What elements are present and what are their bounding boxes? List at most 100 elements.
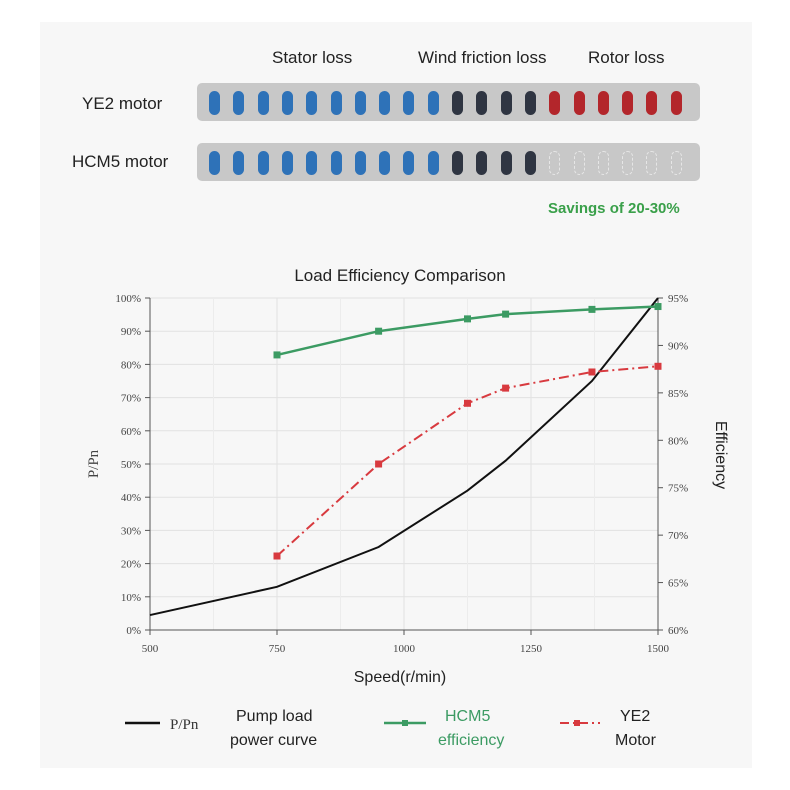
rotor-loss-unit bbox=[549, 91, 561, 115]
left-tick-label: 20% bbox=[121, 559, 141, 571]
chart-legend: P/Pn Pump load power curve HCM5 efficien… bbox=[125, 708, 657, 749]
right-tick-label: 70% bbox=[668, 530, 688, 542]
left-tick-label: 10% bbox=[121, 592, 141, 604]
ye2-motor-label: YE2 motor bbox=[82, 94, 163, 113]
right-tick-label: 60% bbox=[668, 625, 688, 637]
x-tick-label: 1500 bbox=[647, 643, 670, 655]
stator-loss-unit bbox=[281, 151, 293, 175]
stator-loss-unit bbox=[403, 151, 415, 175]
ye2-motor-point bbox=[464, 399, 471, 407]
ye2-loss-bar bbox=[197, 83, 700, 121]
stator-loss-unit bbox=[379, 151, 391, 175]
stator-loss-header: Stator loss bbox=[272, 48, 353, 67]
rotor-loss-unit bbox=[622, 91, 634, 115]
legend-pump-load-line2: power curve bbox=[230, 732, 317, 749]
wind-loss-unit bbox=[500, 91, 512, 115]
wind-loss-unit bbox=[500, 151, 512, 175]
hcm5-efficiency-point bbox=[273, 351, 281, 359]
chart-gridlines bbox=[150, 297, 659, 630]
stator-loss-unit bbox=[257, 151, 269, 175]
saved-loss-unit bbox=[549, 151, 561, 175]
legend-ye2-line2: Motor bbox=[615, 732, 657, 749]
left-tick-label: 70% bbox=[121, 393, 141, 405]
wind-loss-unit bbox=[476, 91, 488, 115]
wind-loss-unit bbox=[476, 151, 488, 175]
left-tick-label: 40% bbox=[121, 492, 141, 504]
rotor-loss-unit bbox=[646, 91, 658, 115]
left-tick-label: 0% bbox=[126, 625, 141, 637]
x-tick-label: 1000 bbox=[393, 643, 416, 655]
saved-loss-unit bbox=[670, 151, 682, 175]
left-tick-label: 50% bbox=[121, 459, 141, 471]
right-tick-label: 75% bbox=[668, 483, 688, 495]
legend-hcm5-line1: HCM5 bbox=[445, 708, 490, 725]
stator-loss-unit bbox=[306, 91, 318, 115]
stator-loss-unit bbox=[209, 151, 220, 175]
rotor-loss-unit bbox=[573, 91, 585, 115]
saved-loss-unit bbox=[622, 151, 634, 175]
x-axis-label: Speed(r/min) bbox=[354, 669, 446, 686]
wind-loss-unit bbox=[524, 91, 536, 115]
right-axis-label: Efficiency bbox=[712, 421, 729, 489]
left-tick-label: 100% bbox=[115, 293, 141, 305]
hcm5-efficiency-line bbox=[276, 305, 659, 357]
right-tick-label: 85% bbox=[668, 388, 688, 400]
stator-loss-unit bbox=[354, 91, 366, 115]
stator-loss-unit bbox=[233, 151, 245, 175]
hcm5-efficiency-point bbox=[502, 310, 510, 318]
stator-loss-unit bbox=[403, 91, 415, 115]
stator-loss-unit bbox=[281, 91, 293, 115]
ye2-motor-point bbox=[273, 552, 281, 560]
rotor-loss-unit bbox=[597, 91, 609, 115]
left-tick-label: 90% bbox=[121, 326, 141, 338]
hcm5-efficiency-point bbox=[464, 315, 471, 323]
stator-loss-unit bbox=[427, 91, 439, 115]
wind-friction-loss-header: Wind friction loss bbox=[418, 48, 547, 67]
right-tick-label: 80% bbox=[668, 435, 688, 447]
stator-loss-unit bbox=[209, 91, 220, 115]
left-tick-label: 30% bbox=[121, 525, 141, 537]
hcm5-efficiency-point bbox=[588, 305, 596, 313]
stator-loss-unit bbox=[306, 151, 318, 175]
left-axis-label: P/Pn bbox=[86, 449, 102, 478]
hcm5-efficiency-point bbox=[375, 327, 383, 335]
saved-loss-unit bbox=[573, 151, 585, 175]
right-tick-label: 95% bbox=[668, 293, 688, 305]
right-tick-label: 90% bbox=[668, 340, 688, 352]
legend-ye2-marker bbox=[574, 720, 580, 726]
saved-loss-unit bbox=[646, 151, 658, 175]
left-tick-label: 80% bbox=[121, 359, 141, 371]
hcm5-loss-bar bbox=[197, 143, 700, 181]
wind-loss-unit bbox=[452, 151, 463, 175]
stator-loss-unit bbox=[233, 91, 245, 115]
rotor-loss-header: Rotor loss bbox=[588, 48, 665, 67]
x-tick-label: 750 bbox=[269, 643, 286, 655]
legend-pump-load-line1: Pump load bbox=[236, 708, 313, 725]
x-tick-label: 500 bbox=[142, 643, 159, 655]
saved-loss-unit bbox=[597, 151, 609, 175]
x-tick-label: 1250 bbox=[520, 643, 543, 655]
rotor-loss-unit bbox=[670, 91, 682, 115]
p-pn-line bbox=[149, 297, 659, 617]
ye2-motor-line bbox=[276, 365, 659, 557]
right-tick-label: 65% bbox=[668, 578, 688, 590]
ye2-motor-point bbox=[502, 384, 510, 392]
hcm5-efficiency-point bbox=[654, 303, 662, 311]
legend-hcm5-line2: efficiency bbox=[438, 732, 504, 749]
left-tick-label: 60% bbox=[121, 426, 141, 438]
legend-ppn-symbol-text: P/Pn bbox=[170, 717, 199, 733]
ye2-motor-point bbox=[588, 368, 596, 376]
legend-hcm5-marker bbox=[402, 720, 408, 726]
legend-ye2-line1: YE2 bbox=[620, 708, 650, 725]
stator-loss-unit bbox=[427, 151, 439, 175]
hcm5-motor-label: HCM5 motor bbox=[72, 152, 169, 171]
ye2-motor-point bbox=[375, 460, 383, 468]
stator-loss-unit bbox=[354, 151, 366, 175]
stator-loss-unit bbox=[330, 91, 342, 115]
ye2-motor-point bbox=[654, 362, 662, 370]
stator-loss-unit bbox=[379, 91, 391, 115]
wind-loss-unit bbox=[524, 151, 536, 175]
chart-title: Load Efficiency Comparison bbox=[294, 266, 505, 285]
stator-loss-unit bbox=[330, 151, 342, 175]
